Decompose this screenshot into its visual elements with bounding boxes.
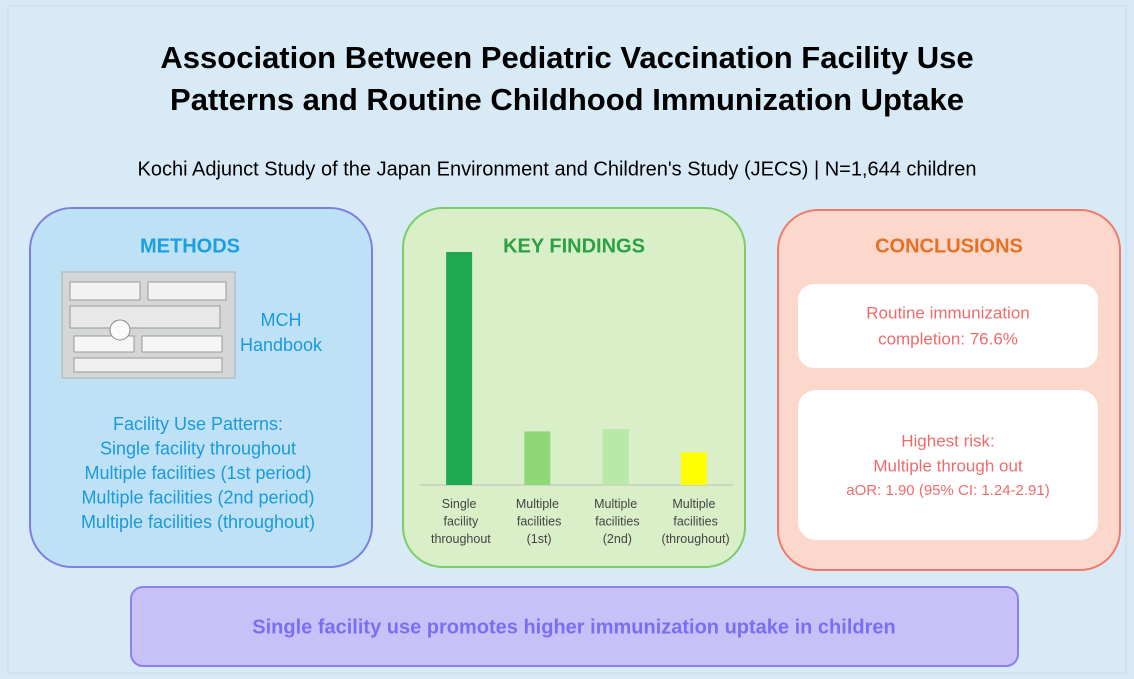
patterns-heading: Facility Use Patterns:: [113, 414, 283, 434]
pattern-item: Single facility throughout: [100, 438, 296, 458]
conclusion-text: Routine immunization: [866, 303, 1029, 322]
bar: [446, 252, 472, 485]
image-caption: Handbook: [240, 335, 323, 355]
subtitle: Kochi Adjunct Study of the Japan Environ…: [138, 158, 977, 180]
pattern-item: Multiple facilities (throughout): [81, 512, 315, 532]
handbook-image: [62, 272, 235, 378]
conclusion-text: Multiple through out: [873, 456, 1023, 475]
title: Patterns and Routine Childhood Immunizat…: [170, 82, 964, 117]
conclusion-text: completion: 76.6%: [878, 329, 1018, 348]
image-caption: MCH: [261, 310, 302, 330]
abstract: Association Between Pediatric Vaccinatio…: [0, 0, 1134, 679]
bar: [603, 429, 629, 485]
conclusion-box: [798, 284, 1098, 368]
title: Association Between Pediatric Vaccinatio…: [160, 40, 973, 75]
body: { "title_lines": ["Association Between P…: [0, 0, 1134, 679]
bar: [681, 452, 707, 485]
conclusion-detail: aOR: 1.90 (95% CI: 1.24-2.91): [846, 482, 1049, 499]
conclusions-heading: CONCLUSIONS: [875, 235, 1023, 257]
pattern-item: Multiple facilities (2nd period): [81, 487, 314, 507]
pattern-item: Multiple facilities (1st period): [84, 463, 311, 483]
methods-heading: METHODS: [140, 235, 240, 257]
page: Graphical abstract html, body { margin: …: [0, 0, 1134, 679]
findings-heading: KEY FINDINGS: [503, 235, 645, 257]
bar: [524, 431, 550, 485]
conclusion-text: Highest risk:: [901, 431, 995, 450]
banner-text: Single facility use promotes higher immu…: [252, 616, 895, 638]
